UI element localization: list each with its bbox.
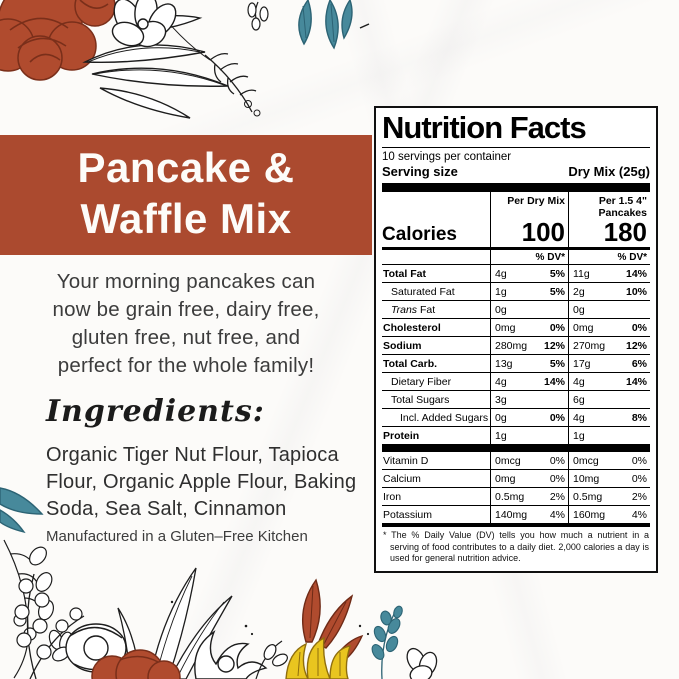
teal-leaf-illustration: [0, 487, 44, 534]
nutrition-row: Total Carb. 13g 5% 17g 6%: [382, 354, 650, 373]
nutrition-row: Saturated Fat 1g 5% 2g 10%: [382, 282, 650, 301]
column-header-row: Per Dry Mix Per 1.5 4" Pancakes: [382, 192, 650, 220]
nutrition-row: Total Fat 4g 5% 11g 14%: [382, 264, 650, 283]
ingredients-line: Flour, Organic Apple Flour, Baking: [46, 471, 357, 494]
calories-pancakes-value: 180: [568, 219, 650, 247]
nutrition-row: Incl. Added Sugars 0g 0% 4g 8%: [382, 408, 650, 427]
percent-dv-header-row: % DV* % DV*: [382, 246, 650, 265]
white-flower-illustration: [406, 647, 438, 679]
nutrition-row: Cholesterol 0mg 0% 0mg 0%: [382, 318, 650, 337]
intro-line: gluten free, nut free, and: [71, 326, 301, 350]
nutrition-facts-title: Nutrition Facts: [382, 111, 650, 149]
nutrition-row: Potassium 140mg 4% 160mg 4%: [382, 505, 650, 523]
rust-flower-illustration: [91, 649, 181, 679]
column-header-pancakes: Per 1.5 4" Pancakes: [568, 192, 650, 220]
nutrition-row: Total Sugars 3g 6g: [382, 390, 650, 409]
footnote-divider-bar: [382, 522, 650, 527]
intro-paragraph: Your morning pancakes can now be grain f…: [0, 268, 372, 380]
thick-divider-bar: [382, 183, 650, 193]
title-banner: Pancake & Waffle Mix: [0, 135, 372, 255]
rust-peony-flower-illustration: [0, 0, 116, 81]
nutrition-row: Sodium 280mg 12% 270mg 12%: [382, 336, 650, 355]
serving-size-label: Serving size: [382, 164, 458, 180]
product-title-line-1: Pancake &: [77, 144, 295, 191]
ingredients-list: Organic Tiger Nut Flour, Tapioca Flour, …: [46, 442, 376, 524]
bottom-floral-illustration: [14, 567, 438, 679]
fern-stem-illustration: [204, 52, 257, 113]
nutrition-row: Dietary Fiber 4g 14% 4g 14%: [382, 372, 650, 391]
yellow-flower-illustration: [285, 636, 352, 679]
thick-divider-bar: [382, 443, 650, 452]
white-peony-illustration: [194, 630, 268, 679]
calories-label: Calories: [382, 223, 457, 245]
top-left-floral-illustration: [0, 0, 370, 119]
serving-size-row: Serving size Dry Mix (25g): [382, 163, 650, 183]
teal-leaves-illustration: [298, 0, 353, 50]
intro-line: perfect for the whole family!: [57, 354, 315, 378]
manufactured-note: Manufactured in a Gluten–Free Kitchen: [46, 528, 308, 545]
nutrition-row: Vitamin D 0mcg 0% 0mcg 0%: [382, 451, 650, 470]
percent-dv-header: % DV*: [490, 249, 568, 264]
ingredients-heading: Ingredients:: [46, 394, 265, 429]
product-title-line-2: Waffle Mix: [80, 195, 292, 243]
line-art-branch-illustration: [13, 546, 73, 662]
camellia-illustration: [65, 623, 127, 673]
calories-dry-mix-value: 100: [490, 219, 568, 247]
small-sprig-illustration: [247, 1, 269, 31]
ingredients-line: Organic Tiger Nut Flour, Tapioca: [46, 444, 339, 466]
intro-line: Your morning pancakes can: [56, 270, 316, 293]
palm-blades-illustration: [117, 567, 233, 679]
servings-per-container: 10 servings per container: [382, 151, 512, 164]
percent-dv-header: % DV*: [568, 249, 650, 264]
rust-leaves-illustration: [301, 578, 364, 663]
nutrition-row: Calcium 0mg 0% 10mg 0%: [382, 469, 650, 488]
daily-value-footnote: * The % Daily Value (DV) tells you how m…: [383, 529, 649, 564]
line-art-leaves-illustration: [82, 15, 229, 119]
ingredients-line: Soda, Sea Salt, Cinnamon: [46, 498, 287, 521]
column-header-dry-mix: Per Dry Mix: [490, 192, 568, 220]
nutrition-facts-label: Nutrition Facts 10 servings per containe…: [374, 106, 658, 574]
nutrition-row: Trans Fat 0g 0g: [382, 300, 650, 319]
teal-sprig-illustration: [371, 605, 403, 679]
nutrition-row: Protein 1g 1g: [382, 426, 650, 444]
calories-row: Calories 100 180: [382, 219, 650, 247]
serving-size-value: Dry Mix (25g): [568, 164, 650, 180]
white-blossom-illustration: [111, 0, 177, 48]
nutrition-row: Iron 0.5mg 2% 0.5mg 2%: [382, 487, 650, 506]
eucalyptus-illustration: [14, 578, 83, 660]
intro-line: now be grain free, dairy free,: [52, 298, 320, 322]
